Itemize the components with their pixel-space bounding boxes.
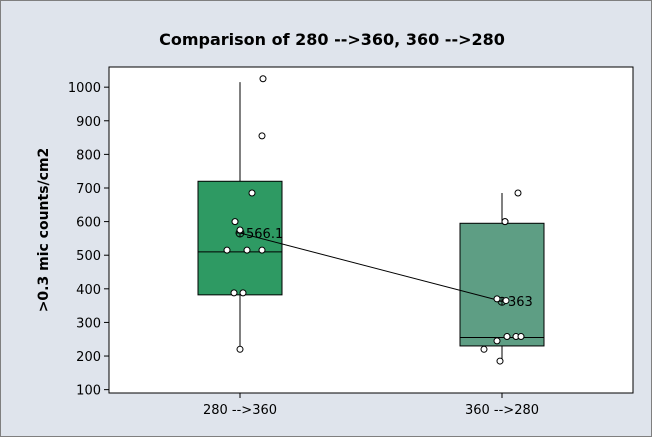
box	[197, 180, 283, 296]
data-point	[517, 333, 525, 341]
plot-area	[108, 66, 634, 394]
mean-connect-line	[239, 232, 503, 302]
data-point	[501, 218, 509, 226]
mean-label: 566.1	[246, 227, 283, 242]
y-tick-label: 200	[76, 350, 101, 365]
y-tick-label: 700	[76, 182, 101, 197]
data-point	[236, 345, 244, 353]
y-axis-label: >0.3 mic counts/cm2	[36, 148, 52, 313]
x-tick-label: 360 -->280	[465, 403, 539, 418]
data-point	[258, 132, 266, 140]
data-point	[223, 246, 231, 254]
chart-title: Comparison of 280 -->360, 360 -->280	[159, 30, 505, 49]
y-tick-label: 300	[76, 316, 101, 331]
data-point	[259, 75, 267, 83]
x-tick-label: 280 -->360	[203, 403, 277, 418]
chart-marks: 100 200 300 400 500 600 700 800 900 1000 280 -->36…	[68, 75, 545, 418]
data-point	[493, 337, 501, 345]
y-tick-label: 900	[76, 115, 101, 130]
data-point	[480, 345, 488, 353]
data-point	[502, 297, 510, 305]
data-point	[243, 246, 251, 254]
data-point	[239, 289, 247, 297]
data-point	[493, 295, 501, 303]
data-point	[503, 333, 511, 341]
data-point	[514, 189, 522, 197]
mean-label: 363	[508, 295, 533, 310]
data-point	[248, 189, 256, 197]
y-tick-label: 400	[76, 283, 101, 298]
data-point	[231, 218, 239, 226]
data-point	[496, 357, 504, 365]
y-tick-label: 800	[76, 148, 101, 163]
y-tick-label: 600	[76, 216, 101, 231]
data-point	[230, 289, 238, 297]
y-tick-label: 100	[76, 384, 101, 399]
box	[459, 222, 545, 347]
y-tick-label: 1000	[68, 81, 101, 96]
y-tick-label: 500	[76, 249, 101, 264]
data-point	[236, 226, 244, 234]
data-point	[258, 246, 266, 254]
